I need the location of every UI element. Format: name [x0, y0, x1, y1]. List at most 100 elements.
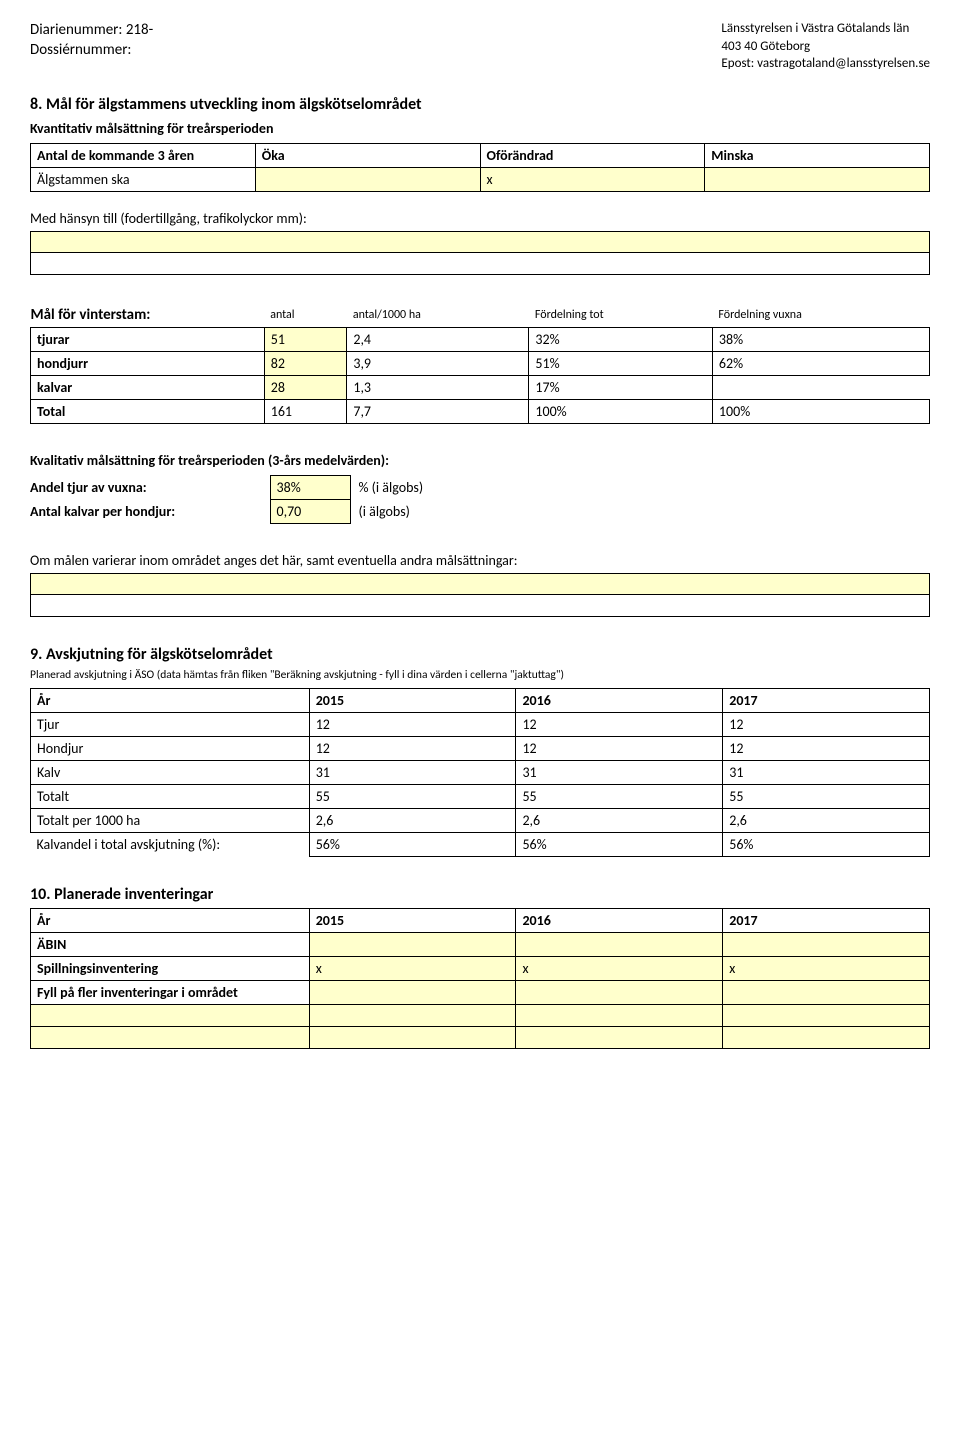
cell[interactable]: 38% — [270, 475, 350, 499]
cell[interactable] — [516, 1004, 723, 1026]
free-text-row[interactable] — [30, 573, 930, 595]
cell: 38% — [712, 327, 929, 351]
header-right: Länsstyrelsen i Västra Götalands län 403… — [721, 20, 930, 73]
cell: 2,6 — [723, 808, 930, 832]
row-label: Älgstammen ska — [31, 167, 256, 191]
vinterstam-table: Mål för vinterstam: antal antal/1000 ha … — [30, 303, 930, 424]
year-header: 2015 — [309, 688, 516, 712]
free-text-row[interactable] — [30, 231, 930, 253]
row-label: Andel tjur av vuxna: — [30, 475, 270, 499]
table-row — [31, 1004, 930, 1026]
section10-title: 10. Planerade inventeringar — [30, 885, 930, 904]
header-left: Diarienummer: 218- Dossiérnummer: — [30, 20, 153, 73]
cell[interactable]: x — [516, 956, 723, 980]
cell[interactable] — [723, 1004, 930, 1026]
row-label: kalvar — [31, 375, 265, 399]
cell: 7,7 — [347, 399, 529, 423]
section9-title: 9. Avskjutning för älgskötselområdet — [30, 645, 930, 664]
col-header: antal — [264, 303, 347, 328]
cell[interactable] — [723, 932, 930, 956]
free-label-cell[interactable] — [31, 1004, 310, 1026]
minska-cell[interactable] — [705, 167, 930, 191]
inventeringar-table: År 2015 2016 2017 ÄBIN Spillningsinvente… — [30, 908, 930, 1049]
col-header: Antal de kommande 3 åren — [31, 143, 256, 167]
cell: 1,3 — [347, 375, 529, 399]
cell: 31 — [309, 760, 516, 784]
cell: 17% — [529, 375, 713, 399]
table-row: hondjurr 82 3,9 51% 62% — [31, 351, 930, 375]
cell: 12 — [309, 736, 516, 760]
kvalitativ-table: Andel tjur av vuxna: 38% % (i älgobs) An… — [30, 475, 490, 524]
year-header: 2015 — [309, 908, 516, 932]
cell[interactable]: x — [309, 956, 516, 980]
cell: 56% — [309, 832, 516, 856]
col-header: Minska — [705, 143, 930, 167]
hansyn-note: Med hänsyn till (fodertillgång, trafikol… — [30, 210, 930, 227]
cell: 12 — [516, 712, 723, 736]
row-label: hondjurr — [31, 351, 265, 375]
row-label: ÄBIN — [31, 932, 310, 956]
cell[interactable] — [516, 932, 723, 956]
cell[interactable] — [309, 980, 516, 1004]
row-label: Spillningsinventering — [31, 956, 310, 980]
cell[interactable] — [723, 980, 930, 1004]
cell[interactable] — [723, 1026, 930, 1048]
cell: 31 — [723, 760, 930, 784]
cell[interactable]: 0,70 — [270, 499, 350, 523]
col-header: Fördelning tot — [529, 303, 713, 328]
ar-label: År — [31, 688, 310, 712]
org-email: Epost: vastragotaland@lansstyrelsen.se — [721, 55, 930, 73]
cell: 3,9 — [347, 351, 529, 375]
table-row: Totalt per 1000 ha 2,6 2,6 2,6 — [31, 808, 930, 832]
cell: 55 — [309, 784, 516, 808]
variation-note: Om målen varierar inom området anges det… — [30, 552, 930, 569]
cell[interactable]: 51 — [264, 327, 347, 351]
cell: 56% — [516, 832, 723, 856]
table-row: Total 161 7,7 100% 100% — [31, 399, 930, 423]
row-label: Kalv — [31, 760, 310, 784]
cell[interactable]: 82 — [264, 351, 347, 375]
cell — [712, 375, 929, 399]
row-label: tjurar — [31, 327, 265, 351]
ar-label: År — [31, 908, 310, 932]
org-name: Länsstyrelsen i Västra Götalands län — [721, 20, 930, 38]
table-row: Spillningsinventering x x x — [31, 956, 930, 980]
cell[interactable] — [516, 1026, 723, 1048]
cell: 12 — [723, 736, 930, 760]
row-label: Totalt — [31, 784, 310, 808]
table-row: Antal kalvar per hondjur: 0,70 (i älgobs… — [30, 499, 490, 523]
cell[interactable]: 28 — [264, 375, 347, 399]
free-text-row[interactable] — [30, 595, 930, 617]
cell[interactable] — [516, 980, 723, 1004]
cell[interactable] — [309, 932, 516, 956]
free-text-row[interactable] — [30, 253, 930, 275]
cell[interactable]: x — [723, 956, 930, 980]
row-label: Total — [31, 399, 265, 423]
cell: 100% — [712, 399, 929, 423]
row-label: Hondjur — [31, 736, 310, 760]
row-label: Fyll på fler inventeringar i området — [31, 980, 310, 1004]
row-label: Antal kalvar per hondjur: — [30, 499, 270, 523]
oka-cell[interactable] — [255, 167, 480, 191]
free-label-cell[interactable] — [31, 1026, 310, 1048]
page-header: Diarienummer: 218- Dossiérnummer: Länsst… — [30, 20, 930, 73]
year-header: 2016 — [516, 688, 723, 712]
table-row: Andel tjur av vuxna: 38% % (i älgobs) — [30, 475, 490, 499]
avskjutning-table: År 2015 2016 2017 Tjur 12 12 12 Hondjur … — [30, 688, 930, 857]
diarienummer-label: Diarienummer: 218- — [30, 20, 153, 40]
cell: 100% — [529, 399, 713, 423]
table-row: Tjur 12 12 12 — [31, 712, 930, 736]
oforandrad-cell[interactable]: x — [480, 167, 705, 191]
org-address: 403 40 Göteborg — [721, 38, 930, 56]
table-row — [31, 1026, 930, 1048]
cell[interactable] — [309, 1004, 516, 1026]
kvalitativ-title: Kvalitativ målsättning för treårsperiode… — [30, 452, 930, 469]
cell[interactable] — [309, 1026, 516, 1048]
cell: 55 — [723, 784, 930, 808]
cell: 2,6 — [309, 808, 516, 832]
year-header: 2016 — [516, 908, 723, 932]
table-row: Hondjur 12 12 12 — [31, 736, 930, 760]
cell: 31 — [516, 760, 723, 784]
section9-note: Planerad avskjutning i ÄSO (data hämtas … — [30, 668, 930, 682]
cell: 55 — [516, 784, 723, 808]
